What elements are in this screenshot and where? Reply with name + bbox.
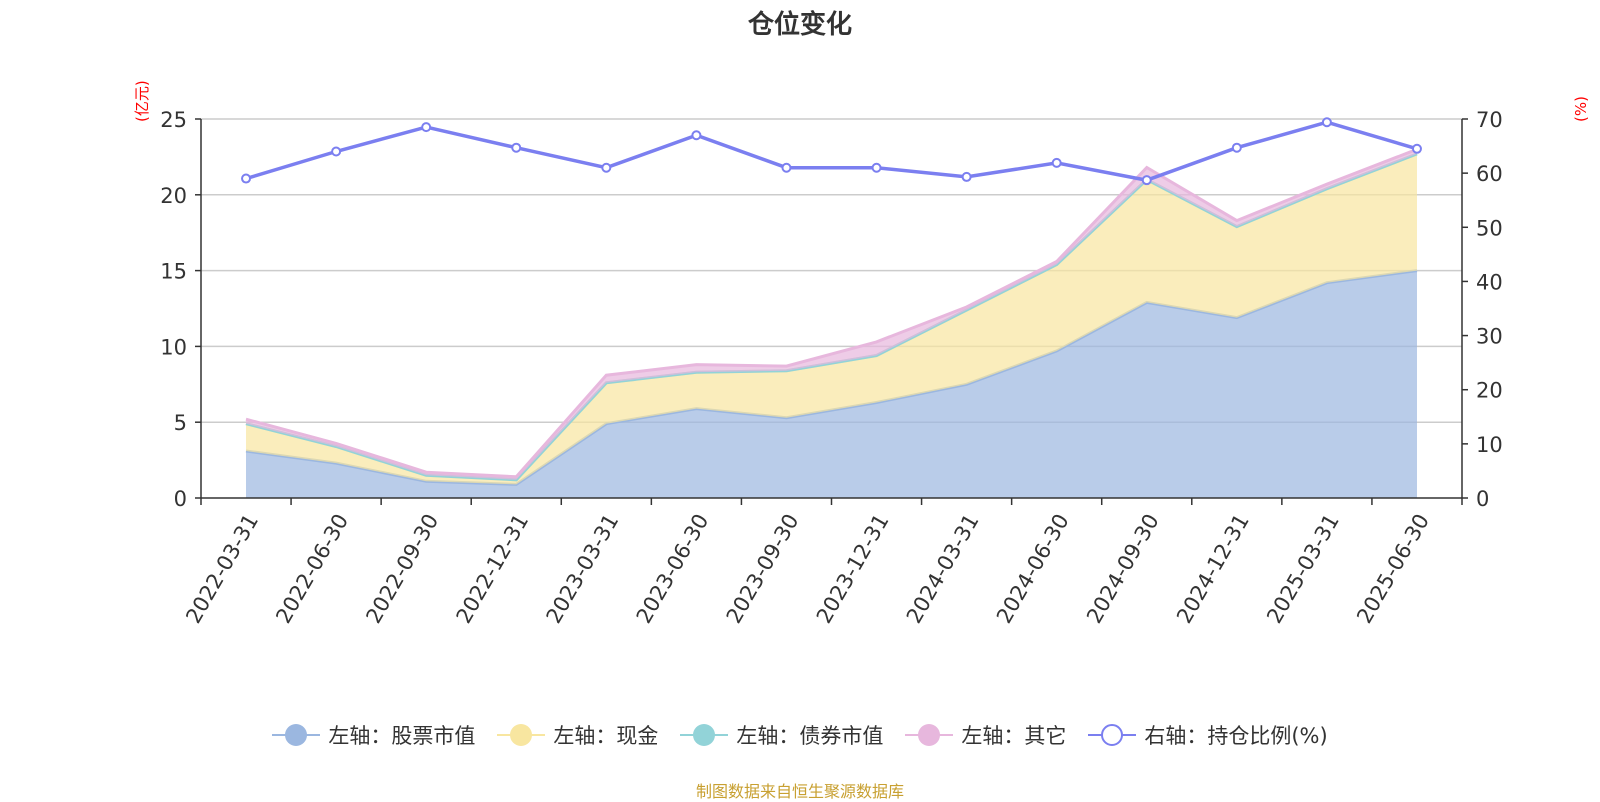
chart-title: 仓位变化 [747,10,852,40]
area-edge-e7b7dd [245,147,1418,479]
area-f8e6a0 [246,153,1417,485]
source-note: 制图数据来自恒生聚源数据库 [695,782,904,801]
x-tick-label: 2022-06-30 [271,510,353,628]
x-tick-label: 2023-09-30 [722,510,804,628]
legend-item[interactable]: 左轴：股票市值 [272,720,475,750]
ratio-point[interactable] [1411,143,1422,154]
legend-item[interactable]: 左轴：现金 [497,720,658,750]
right-tick-label: 50 [1476,216,1503,240]
right-tick-label: 10 [1476,433,1503,457]
ratio-point[interactable] [1051,157,1062,168]
legend-swatch [497,723,546,747]
right-tick-label: 20 [1476,379,1503,403]
legend-label: 左轴：股票市值 [328,724,476,748]
x-tick-label: 2025-03-31 [1262,510,1344,628]
ratio-point[interactable] [781,162,792,173]
x-tick-label: 2023-03-31 [542,510,624,628]
ratio-point[interactable] [601,162,612,173]
legend-item[interactable]: 右轴：持仓比例(%) [1088,720,1328,750]
x-tick-label: 2022-12-31 [452,510,534,628]
legend-item[interactable]: 左轴：债券市值 [680,720,883,750]
x-tick-label: 2023-12-31 [812,510,894,628]
stacked-areas [245,147,1418,498]
left-tick-label: 10 [160,335,187,359]
left-tick-label: 5 [174,411,187,435]
left-tick-label: 20 [160,184,187,208]
x-tick-label: 2025-06-30 [1352,510,1434,628]
x-tick-label: 2022-09-30 [361,510,443,628]
left-tick-label: 0 [174,487,187,511]
x-tick-label: 2024-12-31 [1172,510,1254,628]
legend-label: 左轴：其它 [961,724,1067,748]
legend-swatch [905,723,954,747]
ratio-line [241,117,1422,186]
legend: 左轴：股票市值 左轴：现金 左轴：债券市值 左轴：其它 右轴：持仓比例(%) [0,720,1600,750]
legend-item[interactable]: 左轴：其它 [905,720,1066,750]
ratio-point[interactable] [691,130,702,141]
x-tick-label: 2022-03-31 [181,510,263,628]
x-tick-label: 2024-06-30 [992,510,1074,628]
right-tick-label: 40 [1476,270,1503,294]
left-tick-label: 15 [160,260,187,284]
x-tick-label: 2024-03-31 [902,510,984,628]
ratio-point[interactable] [421,122,432,133]
ratio-point[interactable] [1321,117,1332,128]
ratio-point[interactable] [961,171,972,182]
ratio-point[interactable] [871,162,882,173]
area-9bb7e0 [246,270,1417,498]
left-tick-label: 25 [160,108,187,132]
legend-swatch [680,723,729,747]
legend-swatch [1088,723,1137,747]
x-tick-label: 2024-09-30 [1082,510,1164,628]
x-tick-label: 2023-06-30 [632,510,714,628]
ratio-point[interactable] [1231,142,1242,153]
ratio-line-path [245,120,1418,183]
ratio-point[interactable] [1141,175,1152,186]
right-tick-label: 30 [1476,325,1503,349]
right-tick-label: 0 [1476,487,1489,511]
ratio-point[interactable] [331,146,342,157]
legend-swatch [272,723,321,747]
legend-label: 左轴：现金 [553,724,659,748]
ratio-point[interactable] [241,173,252,184]
right-tick-label: 60 [1476,162,1503,186]
legend-label: 右轴：持仓比例(%) [1144,724,1328,748]
right-tick-label: 70 [1476,108,1503,132]
legend-label: 左轴：债券市值 [736,724,884,748]
ratio-point[interactable] [511,142,522,153]
